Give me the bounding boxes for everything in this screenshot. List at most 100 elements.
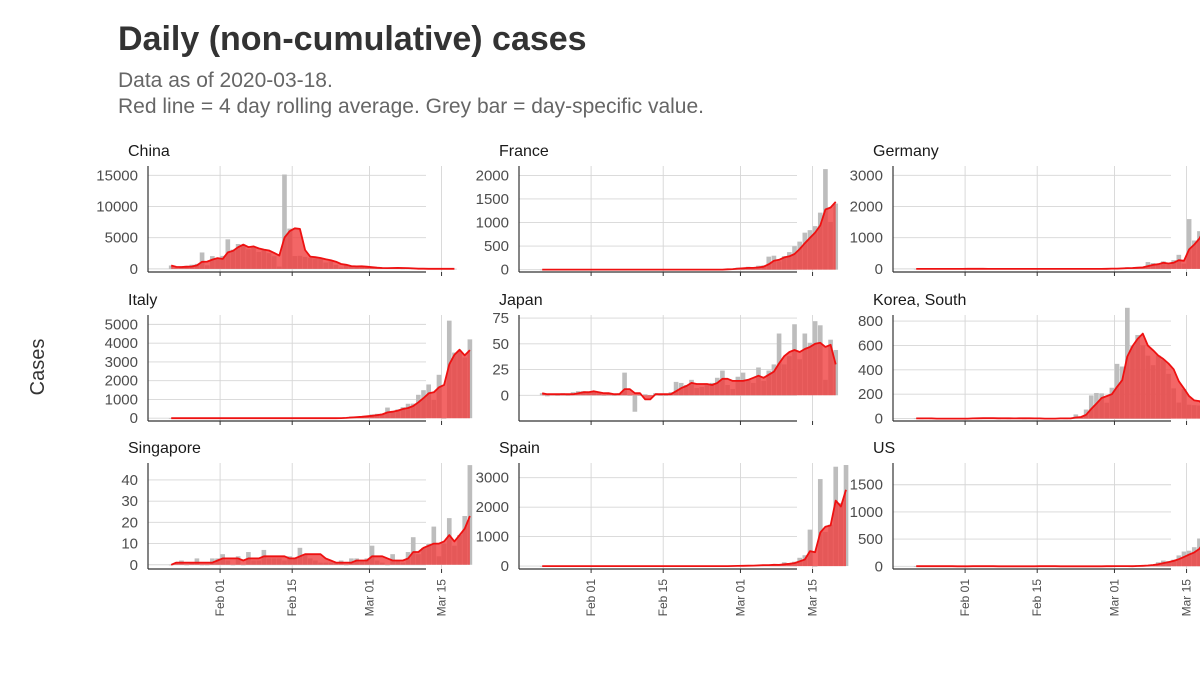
rolling-area-france <box>542 201 836 270</box>
x-tick-label-singapore: Feb 01 <box>213 579 227 617</box>
rolling-line-singapore <box>170 515 471 566</box>
y-tick-label-korea-south: 0 <box>875 411 883 428</box>
y-tick-label-france: 2000 <box>476 167 509 184</box>
y-tick-label-singapore: 0 <box>130 557 138 574</box>
bar-us-0 <box>913 566 919 567</box>
panel-title-germany: Germany <box>873 143 939 160</box>
bar-japan-5 <box>565 395 571 396</box>
y-tick-label-italy: 5000 <box>105 316 138 333</box>
x-tick-label-spain: Mar 01 <box>733 579 747 617</box>
bar-japan-20 <box>642 394 648 396</box>
panel-title-us: US <box>873 440 895 457</box>
y-tick-label-spain: 0 <box>501 558 509 575</box>
panel-title-france: France <box>499 143 549 160</box>
y-tick-label-china: 5000 <box>105 230 138 247</box>
bar-japan-18 <box>632 395 638 412</box>
y-tick-label-singapore: 20 <box>121 514 138 531</box>
bar-korea-south-34 <box>1088 395 1094 419</box>
bar-japan-23 <box>658 395 663 396</box>
y-tick-label-us: 500 <box>858 531 883 548</box>
y-tick-label-us: 1500 <box>850 477 883 494</box>
bar-korea-south-0 <box>913 418 919 420</box>
rolling-line-korea-south <box>916 332 1200 420</box>
x-tick-label-us: Mar 15 <box>1180 579 1194 617</box>
x-tick-label-singapore: Feb 15 <box>285 579 299 617</box>
y-tick-label-japan: 75 <box>492 310 509 327</box>
y-tick-label-italy: 1000 <box>105 391 138 408</box>
bar-germany-53 <box>1186 219 1192 269</box>
bar-japan-57 <box>833 349 839 396</box>
y-tick-label-us: 1000 <box>850 504 883 521</box>
bar-japan-16 <box>622 372 627 396</box>
y-tick-label-germany: 3000 <box>850 167 883 184</box>
bar-korea-south-31 <box>1073 414 1079 419</box>
subtitle-line-1: Data as of 2020-03-18. <box>118 69 333 92</box>
rolling-line-italy <box>171 348 471 420</box>
y-tick-label-italy: 4000 <box>105 335 138 352</box>
bar-italy-0 <box>168 418 174 419</box>
bar-singapore-3 <box>184 564 189 566</box>
rolling-line-france <box>542 201 837 271</box>
y-tick-label-singapore: 10 <box>121 536 138 553</box>
bar-france-0 <box>539 269 545 271</box>
bar-japan-12 <box>601 395 607 396</box>
bar-japan-17 <box>627 395 633 396</box>
rolling-area-italy <box>171 349 470 419</box>
bar-singapore-8 <box>210 558 215 565</box>
rolling-area-korea-south <box>916 333 1200 419</box>
bar-spain-0 <box>539 566 545 567</box>
rolling-area-us <box>916 547 1200 567</box>
bar-germany-0 <box>913 268 919 270</box>
panel-title-spain: Spain <box>499 440 540 457</box>
y-tick-label-korea-south: 400 <box>858 362 883 379</box>
y-tick-label-china: 0 <box>130 261 138 278</box>
bar-singapore-42 <box>385 564 390 566</box>
bar-singapore-0 <box>168 564 174 566</box>
bar-france-57 <box>833 203 839 270</box>
bar-japan-24 <box>663 395 669 396</box>
x-tick-label-spain: Mar 15 <box>806 579 820 617</box>
y-tick-label-singapore: 40 <box>121 472 138 489</box>
y-tick-label-spain: 1000 <box>476 529 509 546</box>
bar-china-22 <box>282 174 287 269</box>
y-tick-label-france: 0 <box>501 262 509 279</box>
bar-spain-59 <box>843 465 849 567</box>
y-tick-label-germany: 1000 <box>850 230 883 247</box>
bar-singapore-6 <box>199 564 205 566</box>
bar-china-45 <box>400 268 406 270</box>
bar-spain-52 <box>807 529 813 567</box>
bar-japan-26 <box>673 381 679 396</box>
rolling-line-spain <box>542 489 847 567</box>
rolling-line-us <box>916 546 1200 568</box>
y-tick-label-germany: 2000 <box>850 199 883 216</box>
x-tick-label-singapore: Mar 01 <box>362 579 376 617</box>
x-tick-label-singapore: Mar 15 <box>435 579 449 617</box>
bar-singapore-43 <box>390 554 395 565</box>
rolling-line-germany <box>916 235 1200 270</box>
bar-singapore-14 <box>240 564 246 566</box>
subtitle-line-2: Red line = 4 day rolling average. Grey b… <box>118 95 704 118</box>
x-tick-label-spain: Feb 01 <box>584 579 598 617</box>
panel-title-singapore: Singapore <box>128 440 201 457</box>
bar-japan-14 <box>611 395 617 396</box>
y-tick-label-japan: 50 <box>492 336 509 353</box>
bar-singapore-39 <box>369 545 375 565</box>
x-tick-label-us: Feb 01 <box>958 579 972 617</box>
bar-singapore-12 <box>230 564 236 566</box>
y-tick-label-france: 1000 <box>476 215 509 232</box>
y-tick-label-korea-south: 600 <box>858 337 883 354</box>
rolling-line-japan <box>542 341 837 401</box>
y-tick-label-spain: 3000 <box>476 470 509 487</box>
y-tick-label-us: 0 <box>875 558 883 575</box>
rolling-line-china <box>170 227 455 270</box>
y-tick-label-singapore: 30 <box>121 493 138 510</box>
bar-singapore-58 <box>467 465 473 565</box>
rolling-area-japan <box>542 342 836 400</box>
bar-china-6 <box>199 252 205 269</box>
y-tick-label-korea-south: 200 <box>858 386 883 403</box>
bar-japan-1 <box>545 395 550 397</box>
bar-spain-54 <box>817 479 823 567</box>
x-tick-label-us: Feb 15 <box>1030 579 1044 617</box>
y-tick-label-japan: 25 <box>492 362 509 379</box>
